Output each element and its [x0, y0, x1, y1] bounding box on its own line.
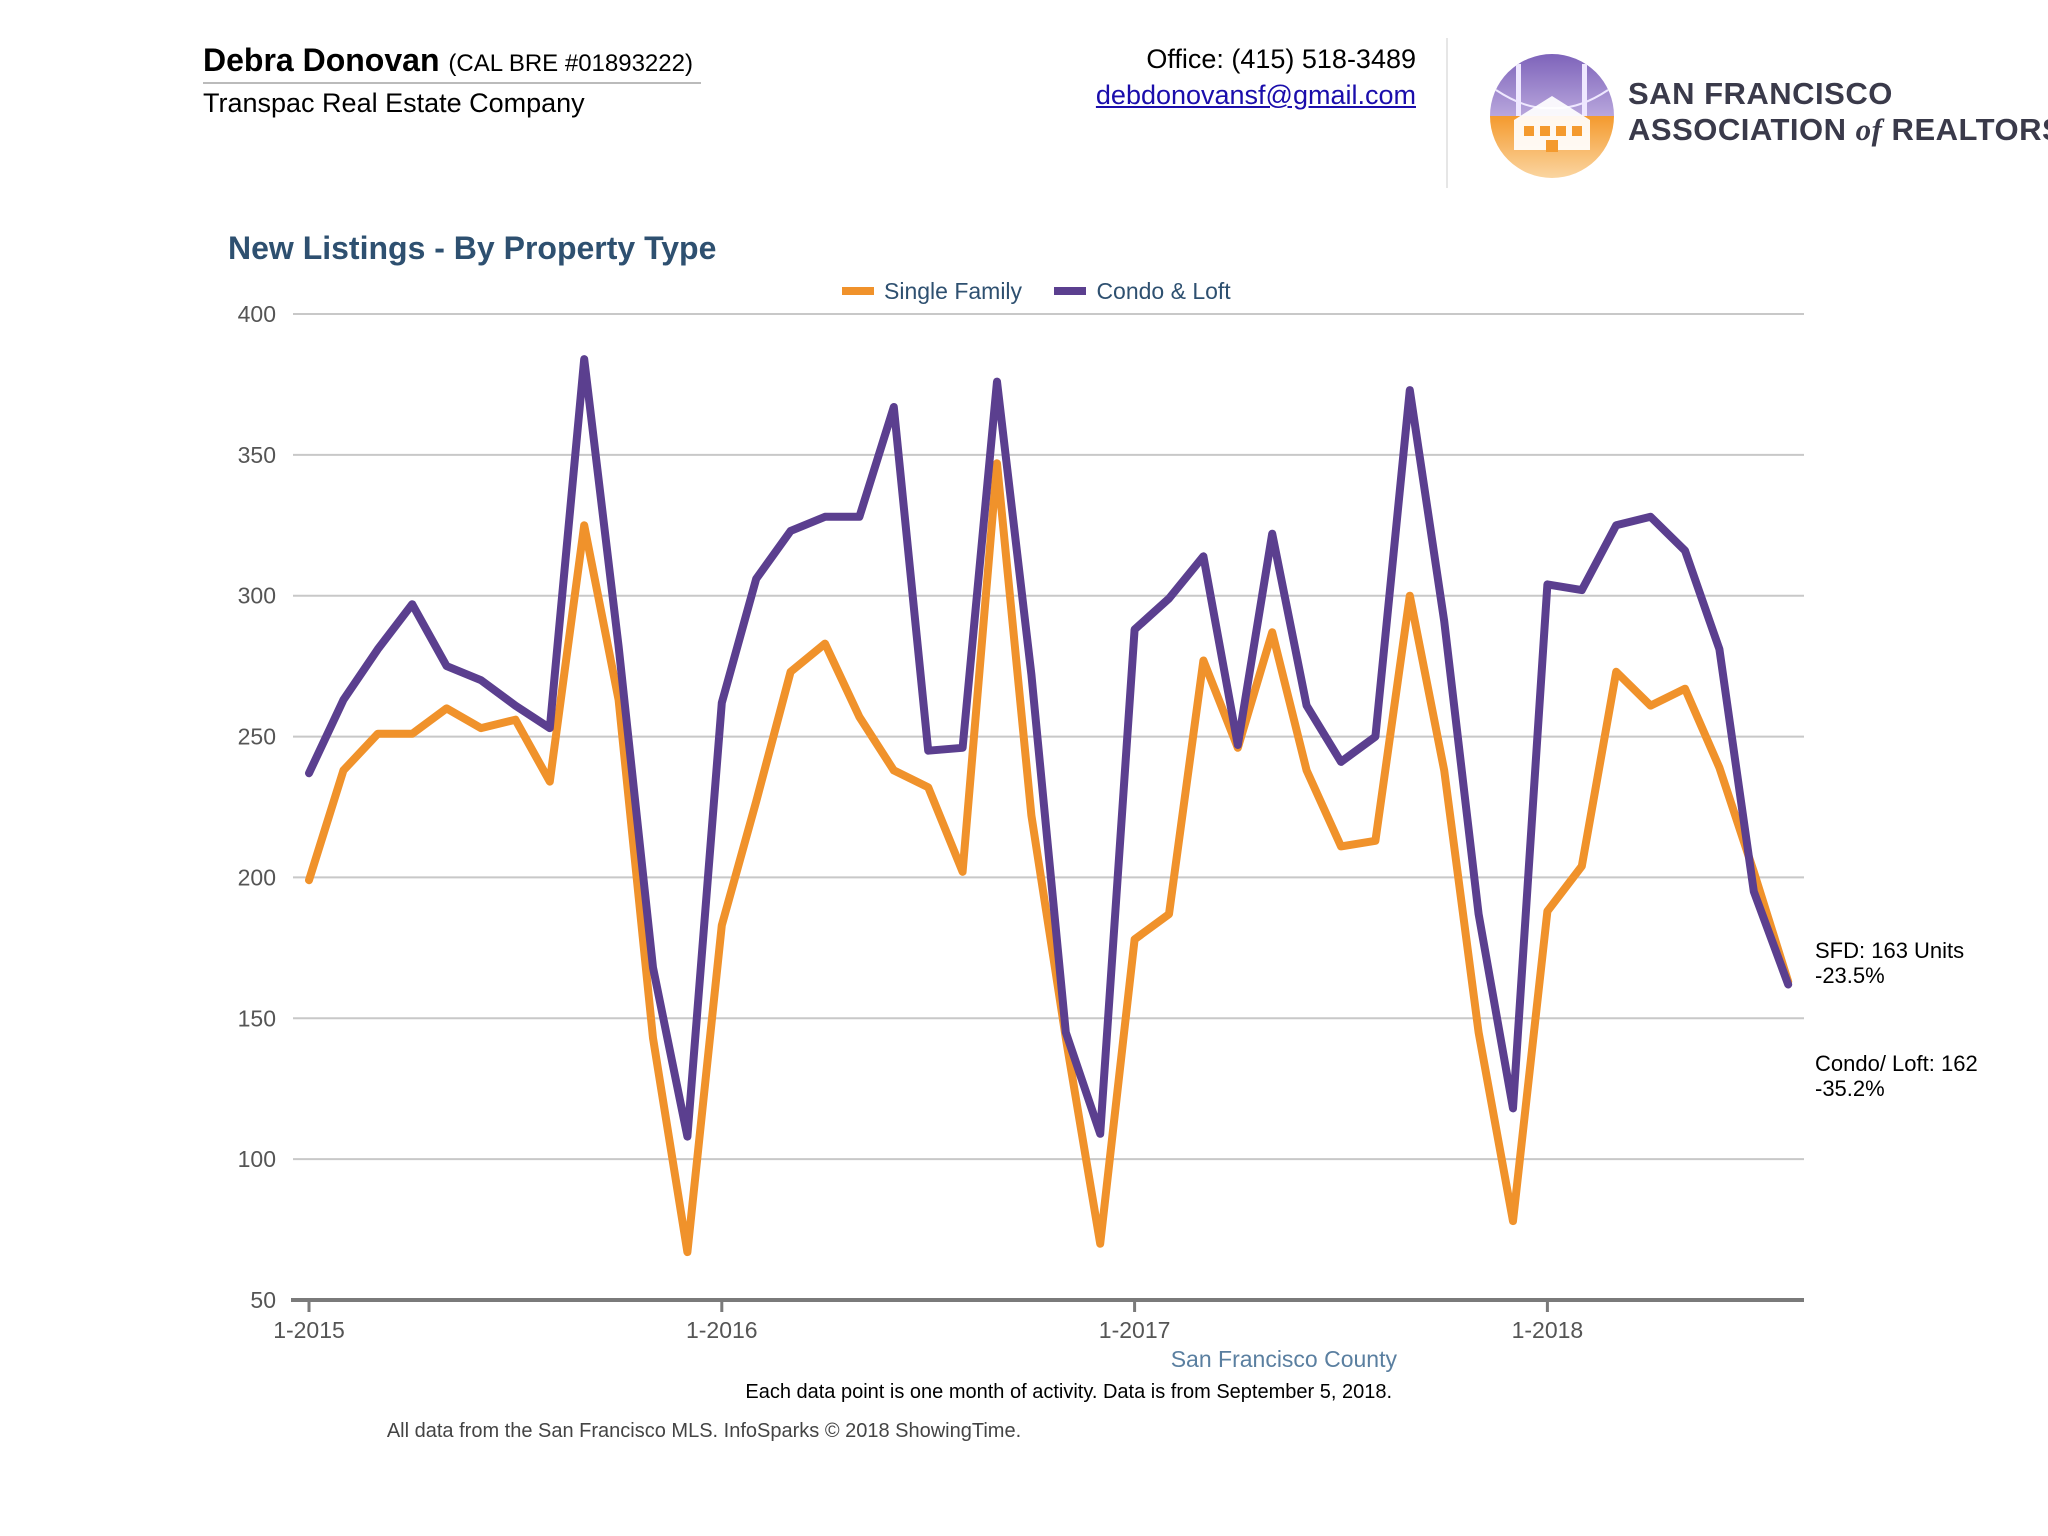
y-tick-label: 100 — [238, 1146, 276, 1172]
legend-swatch-single-family — [842, 287, 874, 295]
x-tick-label: 1-2017 — [1099, 1317, 1171, 1343]
series-line-condo-loft — [305, 355, 1793, 1141]
y-tick-label: 300 — [238, 583, 276, 609]
source-credit: All data from the San Francisco MLS. Inf… — [386, 1420, 1022, 1442]
header-divider — [1446, 38, 1448, 188]
y-tick-label: 50 — [250, 1287, 276, 1313]
annotation-condo-loft: Condo/ Loft: 162 -35.2% — [1815, 1051, 1978, 1101]
y-tick-label: 200 — [238, 864, 276, 890]
org-name-line1: SAN FRANCISCO — [1628, 76, 1893, 111]
agent-name: Debra Donovan — [203, 42, 440, 78]
chart-legend: Single Family Condo & Loft — [842, 274, 1257, 305]
legend-item-single-family: Single Family — [842, 278, 1022, 305]
legend-swatch-condo-loft — [1054, 287, 1087, 295]
agent-name-block: Debra Donovan (CAL BRE #01893222) — [203, 42, 693, 79]
x-tick-label: 1-2016 — [686, 1317, 758, 1343]
org-name-line2-prefix: ASSOCIATION — [1628, 112, 1856, 147]
chart-title: New Listings - By Property Type — [228, 230, 717, 266]
org-name-line2: ASSOCIATION of REALTORS® — [1628, 112, 2048, 148]
y-tick-label: 150 — [238, 1005, 276, 1031]
annotation-sfd: SFD: 163 Units -23.5% — [1815, 938, 1965, 988]
email-link[interactable]: debdonovansf@gmail.com — [1095, 80, 1416, 110]
office-phone: Office: (415) 518-3489 — [1146, 44, 1416, 74]
org-name-line2-suffix: REALTORS — [1882, 112, 2048, 147]
legend-label-single-family: Single Family — [884, 277, 1023, 304]
county-label: San Francisco County — [1170, 1346, 1397, 1372]
org-name-of: of — [1855, 112, 1883, 147]
data-note: Each data point is one month of activity… — [745, 1381, 1392, 1403]
x-tick-label: 1-2018 — [1512, 1317, 1584, 1343]
agent-underline — [203, 82, 701, 84]
legend-item-condo-loft: Condo & Loft — [1054, 277, 1231, 305]
y-tick-label: 350 — [238, 442, 276, 468]
golden-gate-bridge-house-logo-icon — [1490, 54, 1614, 178]
series-line-single-family — [305, 459, 1793, 1257]
agent-company: Transpac Real Estate Company — [203, 88, 585, 118]
y-tick-label: 250 — [238, 724, 276, 750]
agent-license: (CAL BRE #01893222) — [448, 50, 693, 77]
x-tick-label: 1-2015 — [273, 1317, 345, 1343]
legend-label-condo-loft: Condo & Loft — [1096, 277, 1231, 304]
y-tick-label: 400 — [238, 301, 276, 327]
